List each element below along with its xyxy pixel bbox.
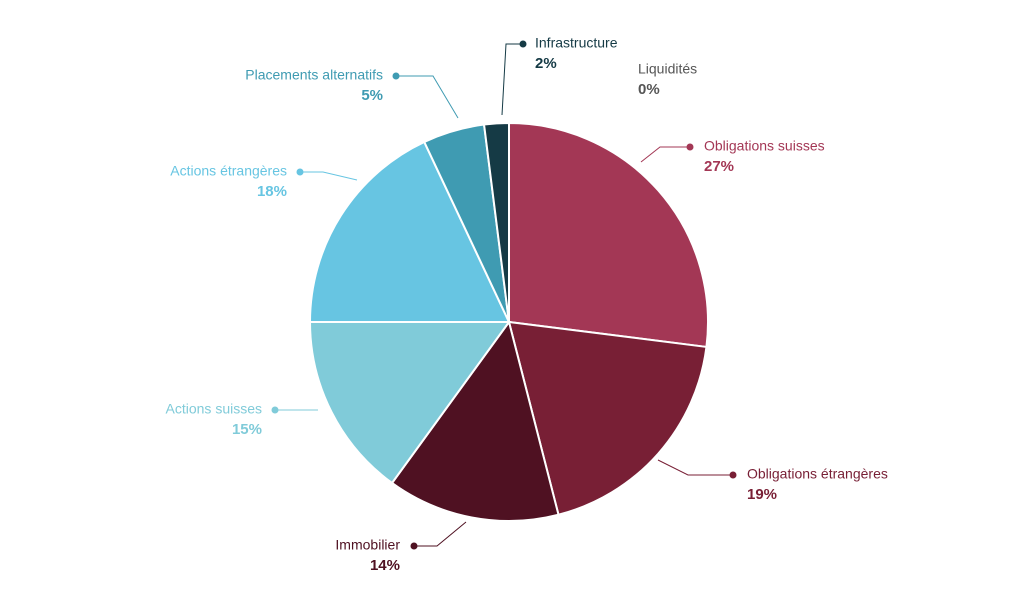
leader-line <box>396 75 459 119</box>
slice-label: Actions suisses <box>166 401 262 417</box>
leader-dot <box>296 168 304 176</box>
leader-dot <box>686 143 694 151</box>
slice-value-label: 5% <box>361 87 383 104</box>
pie-slice <box>390 319 560 522</box>
slice-value-label: 14% <box>370 557 400 574</box>
slice-label: Infrastructure <box>535 35 618 51</box>
slice-value-label: 0% <box>638 81 660 98</box>
slice-label: Obligations suisses <box>704 138 825 154</box>
pie-slice <box>507 320 708 516</box>
leader-line <box>501 43 523 116</box>
pie-slice <box>308 321 511 485</box>
leader-line <box>300 171 358 181</box>
pie-slice <box>482 121 510 323</box>
leader-line <box>657 459 733 476</box>
slice-label: Liquidités <box>638 61 697 77</box>
slice-value-label: 15% <box>232 421 262 438</box>
pie-slice <box>508 121 709 349</box>
slice-label: Obligations étrangères <box>747 466 888 482</box>
leader-dot <box>729 471 737 479</box>
leader-dot <box>392 72 400 80</box>
slice-value-label: 18% <box>257 183 287 200</box>
slice-label: Actions étrangères <box>170 163 287 179</box>
pie-slice <box>308 140 511 323</box>
slice-label: Immobilier <box>335 537 400 553</box>
slice-value-label: 2% <box>535 55 557 72</box>
leader-dot <box>410 542 418 550</box>
slice-value-label: 27% <box>704 158 734 175</box>
slice-label: Placements alternatifs <box>245 67 383 83</box>
leader-line <box>640 146 690 163</box>
leader-line <box>414 521 467 547</box>
leader-dot <box>271 406 279 414</box>
slice-value-label: 19% <box>747 486 777 503</box>
leader-dot <box>519 40 527 48</box>
